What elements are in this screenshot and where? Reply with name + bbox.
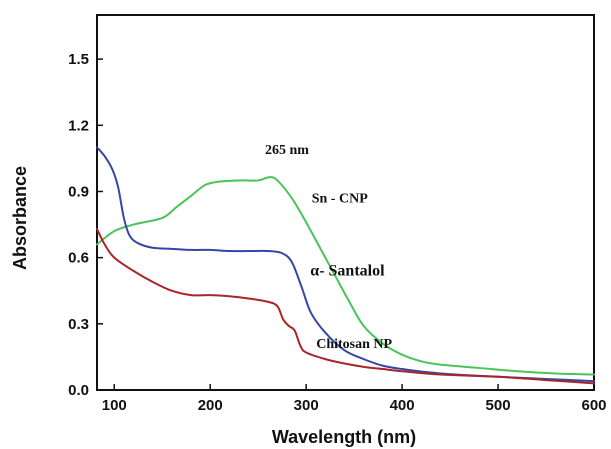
x-tick-label: 100 [102,397,127,414]
x-axis-title: Wavelength (nm) [272,427,416,447]
y-tick-label: 0.6 [68,250,89,267]
annotation-layer: 265 nm Sn - CNP α- Santalol Chitosan NP [265,143,393,352]
x-tick-label: 200 [198,397,223,414]
y-tick-label: 1.2 [68,117,89,134]
plot-frame [96,14,595,391]
series-line-santalol [96,146,595,383]
y-tick-label: 0.0 [68,382,89,399]
annotation-label: α- Santalol [310,262,385,279]
x-tick-label: 300 [294,397,319,414]
y-tick-label: 1.5 [68,51,89,68]
x-tick-label: 500 [486,397,511,414]
x-tick-label: 600 [581,397,606,414]
annotation-label: Sn - CNP [312,192,368,207]
x-tick-label: 400 [390,397,415,414]
series-layer [96,146,595,385]
y-tick-label: 0.9 [68,183,89,200]
series-line-sn-cnp [96,176,595,376]
x-axis-ticks: 100 200 300 400 500 600 [102,384,607,414]
plot-border [96,14,595,391]
y-tick-label: 0.3 [68,316,89,333]
y-axis-ticks: 0.0 0.3 0.6 0.9 1.2 1.5 [68,51,103,399]
y-axis-title: Absorbance [10,166,30,270]
series-line-chitosan-np [96,227,595,385]
annotation-label: Chitosan NP [316,337,392,352]
annotation-label: 265 nm [265,143,309,158]
